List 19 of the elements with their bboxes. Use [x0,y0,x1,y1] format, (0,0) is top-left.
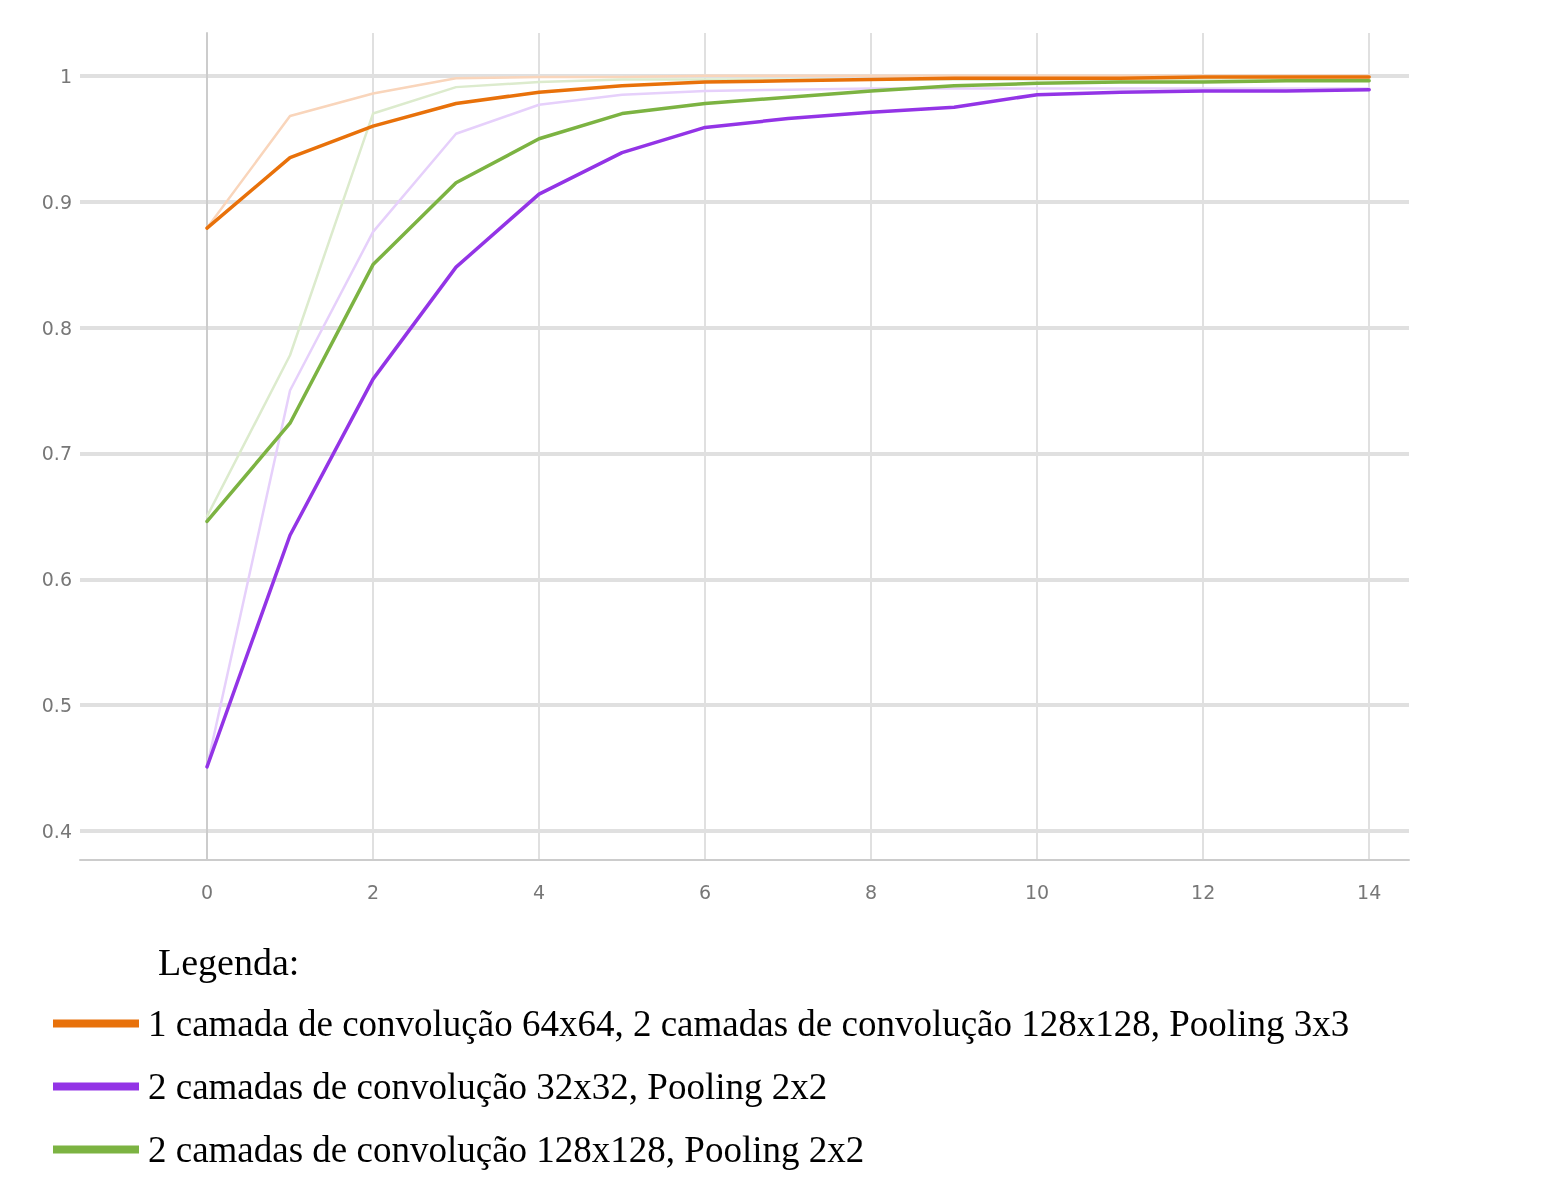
x-tick-label: 14 [1357,880,1382,903]
y-tick-label: 0.8 [41,316,72,339]
y-tick-label: 0.5 [41,694,72,717]
y-tick-label: 0.6 [41,568,72,591]
x-tick-label: 6 [699,880,712,903]
x-tick-label: 12 [1191,880,1216,903]
y-tick-label: 0.7 [41,442,72,465]
x-tick-label: 2 [366,880,380,903]
x-tick-label: 4 [533,880,546,903]
legend-label: 2 camadas de convolução 128x128, Pooling 2x2 [148,1129,865,1170]
legend-label: 2 camadas de convolução 32x32, Pooling 2x2 [148,1066,828,1107]
x-tick-label: 8 [865,880,878,903]
legend-label: 1 camada de convolução 64x64, 2 camadas de convolução 128x128, Pooling 3x3 [148,1003,1350,1044]
y-tick-label: 1 [59,64,72,87]
x-tick-label: 10 [1025,880,1050,903]
legend-title: Legenda: [158,941,300,983]
y-tick-label: 0.4 [41,820,72,843]
y-tick-label: 0.9 [41,190,72,213]
x-tick-label: 0 [200,880,214,903]
